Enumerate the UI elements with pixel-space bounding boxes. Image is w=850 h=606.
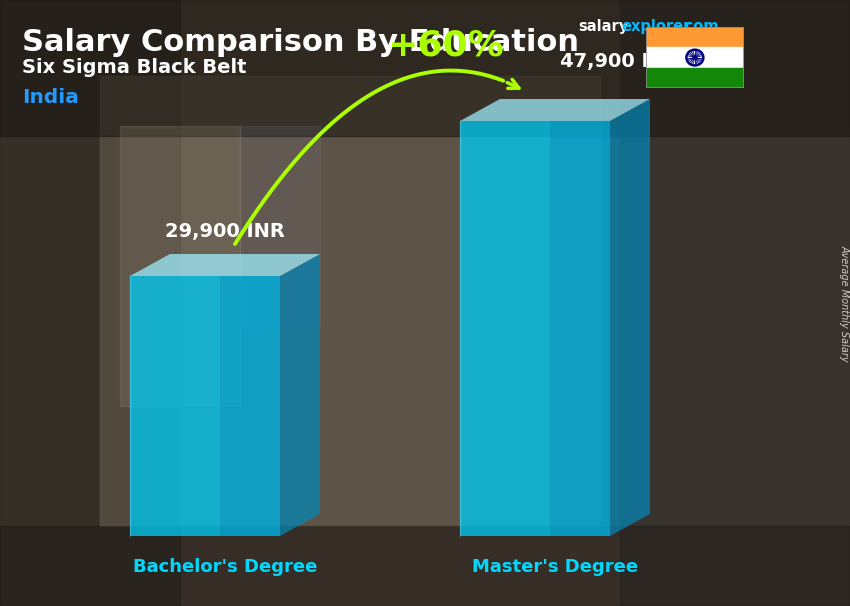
Circle shape — [693, 56, 697, 59]
Bar — [0, 0, 180, 606]
Bar — [646, 68, 744, 88]
Bar — [646, 27, 744, 47]
Polygon shape — [130, 276, 280, 536]
Text: 29,900 INR: 29,900 INR — [165, 222, 285, 241]
Text: Bachelor's Degree: Bachelor's Degree — [133, 558, 317, 576]
Polygon shape — [460, 99, 650, 121]
Text: .com: .com — [680, 19, 719, 34]
Text: Average Monthly Salary: Average Monthly Salary — [840, 245, 850, 361]
Polygon shape — [130, 254, 320, 276]
Text: salary: salary — [578, 19, 628, 34]
Polygon shape — [550, 121, 610, 536]
Bar — [646, 47, 744, 68]
Text: Salary Comparison By Education: Salary Comparison By Education — [22, 28, 579, 57]
Text: Master's Degree: Master's Degree — [472, 558, 638, 576]
Polygon shape — [280, 254, 320, 536]
Bar — [620, 0, 850, 606]
Text: India: India — [22, 88, 79, 107]
Polygon shape — [610, 99, 650, 536]
Bar — [120, 126, 240, 406]
Polygon shape — [220, 276, 280, 536]
Bar — [100, 76, 600, 526]
Text: explorer: explorer — [621, 19, 690, 34]
Text: 47,900 INR: 47,900 INR — [560, 52, 680, 71]
Bar — [240, 126, 320, 326]
Polygon shape — [460, 121, 610, 536]
Bar — [0, 0, 850, 136]
Bar — [0, 526, 850, 606]
Text: Six Sigma Black Belt: Six Sigma Black Belt — [22, 58, 246, 77]
Text: +60%: +60% — [388, 28, 504, 62]
